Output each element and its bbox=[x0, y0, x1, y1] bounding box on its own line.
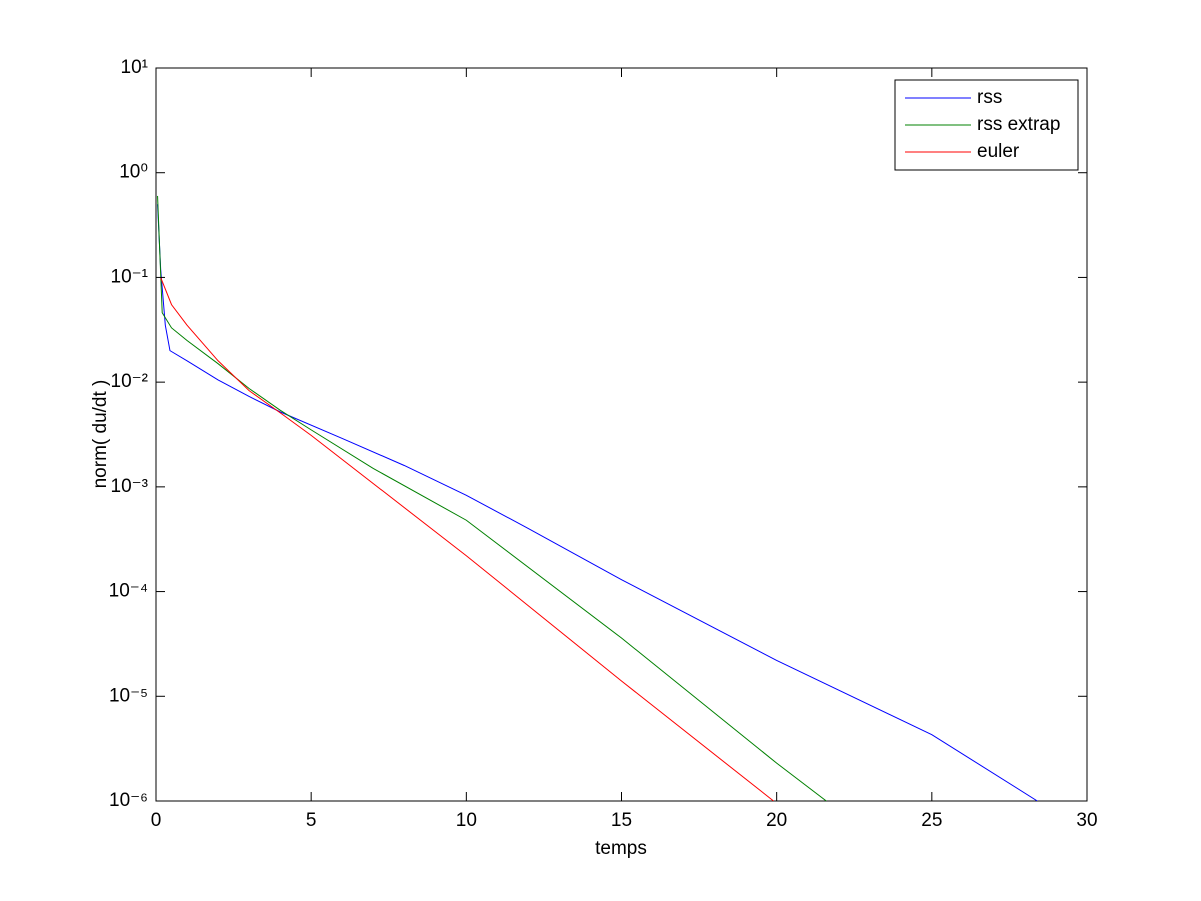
lines bbox=[157, 195, 1038, 801]
legend-label: rss extrap bbox=[977, 114, 1060, 135]
x-tick-label: 5 bbox=[306, 810, 317, 831]
y-tick-label: 10⁻⁵ bbox=[109, 685, 148, 706]
x-tick-label: 20 bbox=[766, 810, 787, 831]
x-axis-label: temps bbox=[595, 838, 647, 859]
x-tick-label: 15 bbox=[611, 810, 632, 831]
y-axis-label: norm( du/dt ) bbox=[90, 380, 111, 489]
series-line bbox=[160, 277, 774, 801]
series-line bbox=[157, 204, 1038, 801]
x-tick-label: 30 bbox=[1076, 810, 1097, 831]
x-tick-label: 0 bbox=[151, 810, 162, 831]
plot-area bbox=[155, 67, 1088, 802]
y-tick-label: 10¹ bbox=[121, 57, 148, 78]
y-tick-label: 10⁻⁶ bbox=[109, 790, 148, 811]
legend-label: rss bbox=[977, 87, 1002, 108]
x-tick-label: 25 bbox=[921, 810, 942, 831]
y-tick-label: 10⁻² bbox=[111, 371, 149, 392]
x-tick-label: 10 bbox=[456, 810, 477, 831]
y-tick-label: 10⁻⁴ bbox=[109, 581, 148, 602]
legend-label: euler bbox=[977, 141, 1020, 162]
y-tick-label: 10⁰ bbox=[119, 162, 148, 183]
y-tick-label: 10⁻³ bbox=[111, 476, 149, 497]
series-line bbox=[157, 195, 827, 801]
y-tick-label: 10⁻¹ bbox=[111, 266, 149, 287]
